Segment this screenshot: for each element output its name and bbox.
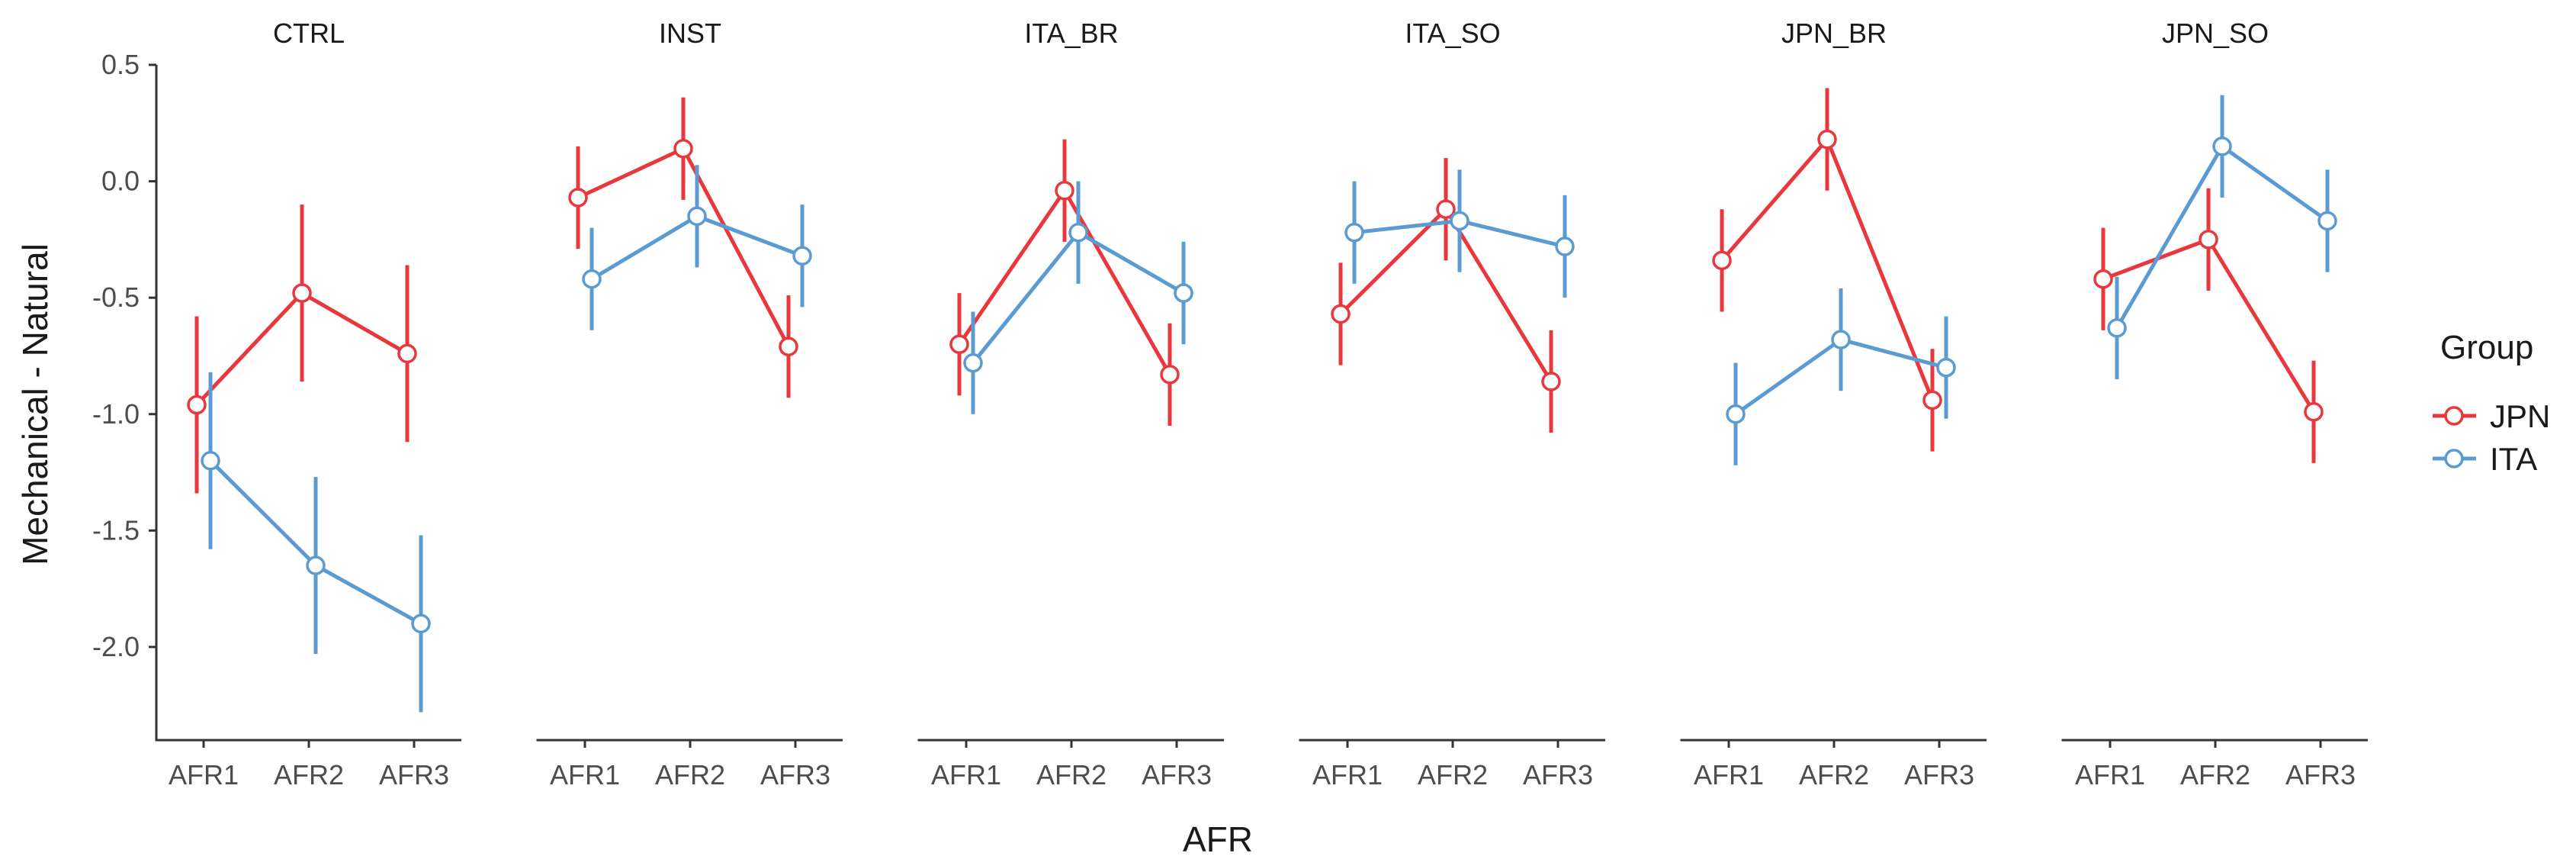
x-tick-label: AFR2 [1799, 759, 1869, 790]
x-tick-label: AFR1 [1312, 759, 1383, 790]
legend-key-point [2444, 406, 2464, 426]
series-jpn [568, 97, 798, 398]
data-point [568, 188, 588, 208]
data-point [1712, 250, 1732, 271]
x-tick-label: AFR2 [274, 759, 344, 790]
data-point [1831, 330, 1851, 349]
x-tick-label: AFR1 [931, 759, 1001, 790]
y-tick-label: 0.0 [101, 166, 140, 197]
panel-title: JPN_BR [1781, 18, 1887, 49]
panel-jpn-br: JPN_BR AFR1 AFR2 AFR3 [1680, 18, 1987, 790]
data-point [1726, 404, 1746, 424]
x-tick-label: AFR1 [2075, 759, 2145, 790]
data-point [292, 283, 312, 303]
data-point [1344, 222, 1364, 243]
data-point [1160, 365, 1180, 385]
data-point [1450, 211, 1469, 231]
legend-label: ITA [2490, 441, 2537, 477]
x-tick-label: AFR1 [1694, 759, 1764, 790]
x-tick-label: AFR3 [1523, 759, 1593, 790]
data-point [792, 246, 812, 266]
series-ita [1344, 169, 1575, 298]
series-jpn [187, 204, 417, 494]
x-tick-label: AFR3 [2285, 759, 2356, 790]
data-point [1055, 181, 1074, 201]
series-jpn [2093, 188, 2324, 463]
data-point [201, 451, 220, 471]
panel-inst: INST AFR1 AFR2 AFR3 [536, 18, 843, 790]
panel-ctrl: CTRL AFR1 AFR2 AFR3 [155, 18, 461, 790]
panel-ita-br: ITA_BR AFR1 AFR2 AFR3 [917, 18, 1224, 790]
data-point [2212, 137, 2232, 156]
y-axis: 0.5 0.0 -0.5 -1.0 -1.5 -2.0 [92, 49, 158, 740]
x-axis-title: AFR [1183, 819, 1253, 859]
data-point [1936, 357, 1956, 378]
data-point [1436, 199, 1456, 219]
x-tick-label: AFR3 [1904, 759, 1974, 790]
data-point [2093, 269, 2113, 289]
data-point [411, 613, 431, 634]
data-point [2107, 318, 2127, 338]
data-point [779, 336, 798, 357]
panel-title: JPN_SO [2162, 18, 2269, 49]
data-point [1541, 372, 1561, 391]
legend: Group JPN ITA [2433, 329, 2550, 477]
panel-title: INST [659, 18, 721, 49]
data-point [949, 334, 969, 354]
x-tick-label: AFR3 [1142, 759, 1212, 790]
series-jpn [949, 139, 1180, 427]
data-point [582, 269, 602, 289]
x-tick-label: AFR1 [169, 759, 239, 790]
data-point [2199, 230, 2218, 249]
series-ita [1726, 288, 1956, 465]
y-tick-label: -1.0 [92, 398, 140, 430]
x-tick-label: AFR2 [1036, 759, 1107, 790]
data-point [397, 343, 417, 364]
series-ita [2107, 95, 2337, 379]
series-jpn [1331, 158, 1561, 433]
x-tick-label: AFR2 [1418, 759, 1488, 790]
y-tick-label: 0.5 [101, 49, 140, 80]
data-point [1174, 283, 1193, 303]
x-tick-label: AFR3 [760, 759, 830, 790]
y-axis-title: Mechanical - Natural [15, 243, 55, 565]
x-tick-label: AFR2 [655, 759, 725, 790]
data-point [1068, 222, 1088, 243]
series-ita [582, 165, 812, 330]
series-ita [963, 181, 1193, 414]
data-point [2304, 401, 2324, 422]
data-point [687, 206, 707, 227]
data-point [1817, 129, 1837, 150]
data-point [2317, 211, 2337, 231]
x-tick-label: AFR3 [379, 759, 449, 790]
panel-title: CTRL [273, 18, 345, 49]
panel-jpn-so: JPN_SO AFR1 AFR2 AFR3 [2061, 18, 2368, 790]
x-tick-label: AFR2 [2180, 759, 2250, 790]
data-point [963, 353, 983, 373]
data-point [673, 139, 693, 159]
y-tick-label: -2.0 [92, 631, 140, 662]
data-point [1555, 237, 1575, 256]
legend-entry-jpn: JPN [2433, 398, 2550, 434]
panel-title: ITA_BR [1024, 18, 1118, 49]
data-point [306, 555, 326, 575]
legend-label: JPN [2490, 398, 2550, 434]
legend-key-point [2444, 449, 2464, 468]
y-tick-label: -1.5 [92, 514, 140, 546]
legend-entry-ita: ITA [2433, 441, 2537, 477]
x-tick-label: AFR1 [550, 759, 620, 790]
data-point [1922, 390, 1942, 410]
panels-group: CTRL AFR1 AFR2 AFR3 INST AFR1 AFR2 AFR3 ITA_BR AF… [155, 18, 2368, 790]
series-jpn [1712, 88, 1942, 452]
data-point [1331, 304, 1351, 324]
legend-title: Group [2440, 329, 2533, 366]
y-tick-label: -0.5 [92, 282, 140, 313]
panel-ita-so: ITA_SO AFR1 AFR2 AFR3 [1299, 18, 1605, 790]
series-ita [201, 372, 431, 713]
data-point [187, 394, 207, 415]
panel-title: ITA_SO [1405, 18, 1500, 49]
